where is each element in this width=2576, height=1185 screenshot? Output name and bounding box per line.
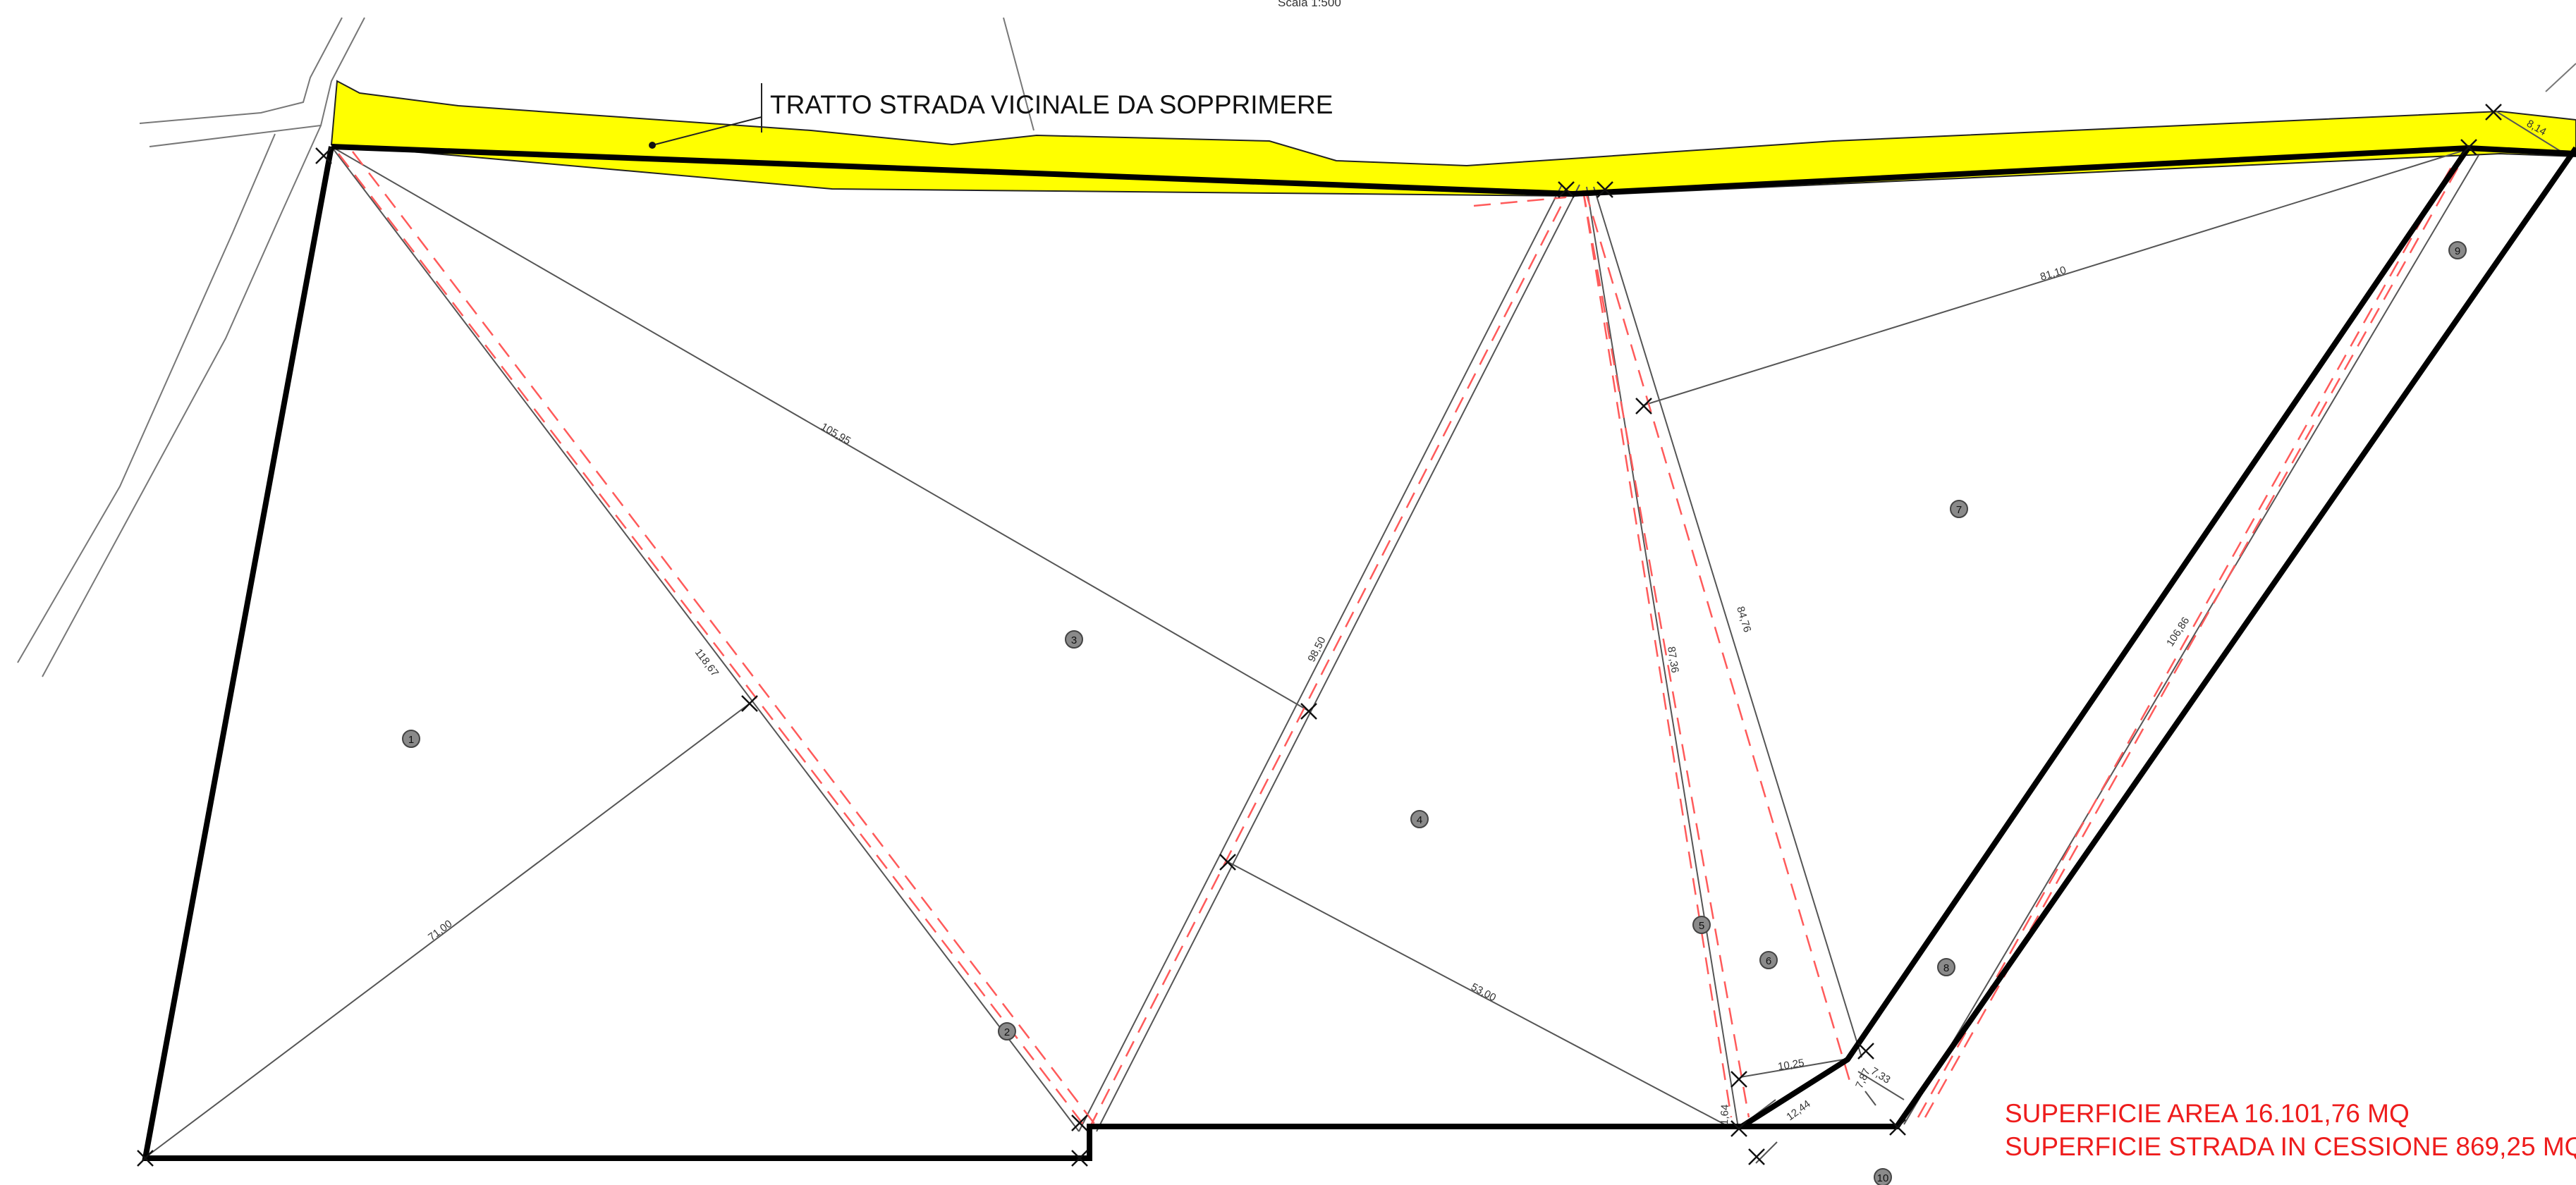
survey-point <box>1597 181 1613 198</box>
parcel-number: 6 <box>1766 955 1771 967</box>
parcel-number: 10 <box>1877 1172 1889 1184</box>
dimension-label: 87,36 <box>1665 646 1681 674</box>
dimension-label: 53,00 <box>1469 981 1498 1005</box>
parcel-marker: 8 <box>1937 958 1955 976</box>
survey-point <box>1300 703 1317 720</box>
dimension-label: 1,64 <box>1719 1104 1731 1125</box>
survey-point <box>1730 1120 1747 1137</box>
parcel-markers: 1 2 3 4 5 6 7 8 <box>402 241 2467 1185</box>
context-lines <box>17 17 2576 677</box>
survey-point <box>1635 398 1652 415</box>
parcel-marker: 2 <box>998 1022 1016 1040</box>
road-cession-area-text: SUPERFICIE STRADA IN CESSIONE 869,25 MQ <box>2005 1132 2576 1161</box>
dimension-labels: 105,95 118,67 71,00 98,50 53,00 87,36 84… <box>426 118 2548 1125</box>
parcel-number: 7 <box>1956 504 1962 516</box>
survey-point <box>1889 1119 1906 1136</box>
road-label: TRATTO STRADA VICINALE DA SOPPRIMERE <box>770 90 1333 119</box>
parcel-marker: 3 <box>1065 630 1083 649</box>
dimension-label: 71,00 <box>426 918 454 943</box>
parcel-marker: 9 <box>2448 241 2467 259</box>
road-label-dot <box>649 142 656 149</box>
construction-lines <box>145 111 2568 1164</box>
survey-point <box>1219 854 1236 871</box>
parcel-number: 1 <box>408 734 414 746</box>
road-label-leader <box>652 83 762 146</box>
dimension-label: 118,67 <box>692 646 721 679</box>
dimension-label: 106,86 <box>2164 615 2192 649</box>
survey-point <box>2485 104 2502 121</box>
parcel-marker: 1 <box>402 730 420 748</box>
property-boundary <box>142 144 2576 1161</box>
parcel-marker: 10 <box>1874 1168 1892 1185</box>
parcel-marker: 7 <box>1950 500 1968 518</box>
parcel-number: 2 <box>1004 1026 1010 1038</box>
survey-point <box>315 147 332 164</box>
survey-point <box>741 695 758 712</box>
dimension-label: 84,76 <box>1734 605 1753 634</box>
parcel-marker: 5 <box>1692 916 1711 934</box>
survey-point <box>1558 181 1575 198</box>
survey-point <box>1748 1148 1765 1165</box>
parcel-number: 3 <box>1071 634 1077 646</box>
survey-point <box>1071 1115 1088 1131</box>
dimension-label: 10,25 <box>1777 1057 1805 1073</box>
survey-point <box>1730 1071 1747 1088</box>
dimension-label: 12,44 <box>1784 1098 1812 1123</box>
parcel-marker: 6 <box>1759 951 1778 969</box>
total-area-text: SUPERFICIE AREA 16.101,76 MQ <box>2005 1099 2410 1128</box>
parcel-number: 9 <box>2455 245 2460 257</box>
survey-point <box>1857 1043 1874 1060</box>
road-strip <box>330 80 2576 197</box>
parcel-number: 5 <box>1699 920 1704 932</box>
dimension-label: 7,33 <box>1869 1065 1893 1086</box>
scale-label: Scala 1:500 <box>1278 0 1341 9</box>
survey-point <box>2460 139 2477 156</box>
survey-point <box>1071 1150 1088 1167</box>
parcel-number: 8 <box>1943 962 1949 974</box>
dimension-label: 81,10 <box>2039 264 2068 283</box>
survey-point <box>137 1150 154 1167</box>
survey-points <box>137 104 2502 1167</box>
parcel-marker: 4 <box>1410 810 1429 828</box>
dashed-lines <box>338 151 2462 1129</box>
area-summary: SUPERFICIE AREA 16.101,76 MQ SUPERFICIE … <box>2005 1097 2576 1163</box>
dimension-label: 105,95 <box>819 421 853 448</box>
parcel-number: 4 <box>1417 814 1422 826</box>
